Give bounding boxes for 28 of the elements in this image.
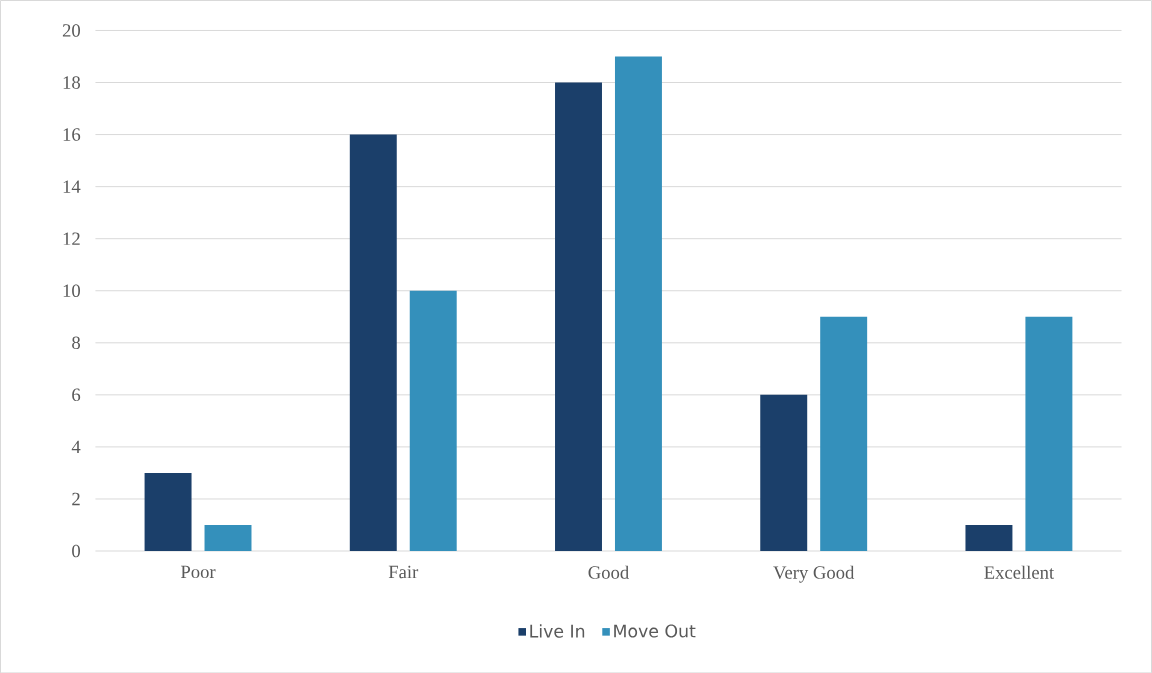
y-tick-label: 0 bbox=[72, 544, 81, 558]
bar bbox=[760, 394, 808, 551]
bar bbox=[349, 134, 397, 551]
bar bbox=[555, 82, 602, 551]
y-tick-label: 10 bbox=[63, 284, 81, 297]
y-tick-label: 14 bbox=[63, 180, 81, 193]
y-tick-label: 4 bbox=[71, 440, 81, 453]
legend-label: Live In bbox=[530, 624, 585, 638]
y-tick-label: 18 bbox=[63, 76, 81, 89]
bar bbox=[614, 56, 662, 551]
x-tick-label: Excellent bbox=[984, 565, 1055, 579]
bar bbox=[409, 290, 457, 551]
bar bbox=[820, 316, 868, 551]
x-tick-label: Good bbox=[588, 565, 629, 579]
x-tick-label: Fair bbox=[388, 565, 419, 579]
y-tick-label: 20 bbox=[62, 23, 81, 37]
x-tick-label: Very Good bbox=[773, 565, 855, 583]
bar bbox=[1025, 316, 1073, 551]
bar bbox=[144, 472, 192, 551]
x-tick-label: Poor bbox=[180, 565, 216, 578]
y-tick-label: 2 bbox=[72, 492, 80, 505]
y-tick-label: 6 bbox=[72, 388, 81, 401]
legend-label: Move Out bbox=[614, 624, 696, 638]
y-tick-label: 16 bbox=[63, 128, 81, 141]
bar bbox=[965, 524, 1013, 551]
bar bbox=[204, 524, 252, 551]
y-tick-label: 12 bbox=[63, 232, 80, 245]
y-tick-label: 8 bbox=[72, 336, 81, 349]
